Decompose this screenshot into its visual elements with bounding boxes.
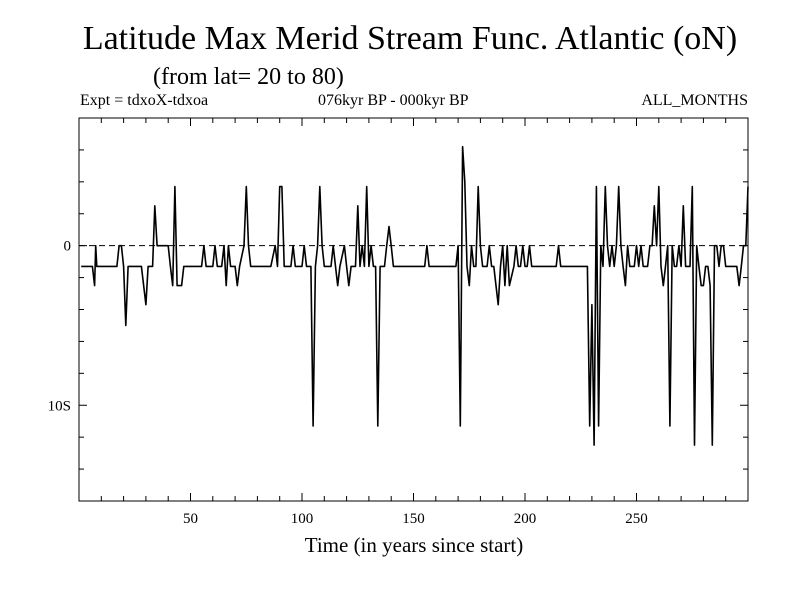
y-tick-label: 10S [48,398,71,414]
x-tick-label: 150 [402,511,425,527]
experiment-label: Expt = tdxoX-tdxoa [80,92,209,109]
axes-layer: 50 100 150 200 250 0 10S [48,118,748,527]
y-tick-label: 0 [64,239,72,255]
chart-subtitle: (from lat= 20 to 80) [153,64,344,90]
chart-title: Latitude Max Merid Stream Func. Atlantic… [82,20,738,57]
x-tick-label: 50 [183,511,198,527]
months-label: ALL_MONTHS [641,92,748,109]
x-tick-label: 200 [514,511,537,527]
x-tick-label: 250 [625,511,648,527]
x-tick-label: 100 [291,511,314,527]
plot-frame [78,117,749,502]
series-layer [81,145,749,446]
period-label: 076kyr BP - 000kyr BP [318,92,469,109]
x-axis-label: Time (in years since start) [304,533,524,557]
series-line [81,145,749,446]
